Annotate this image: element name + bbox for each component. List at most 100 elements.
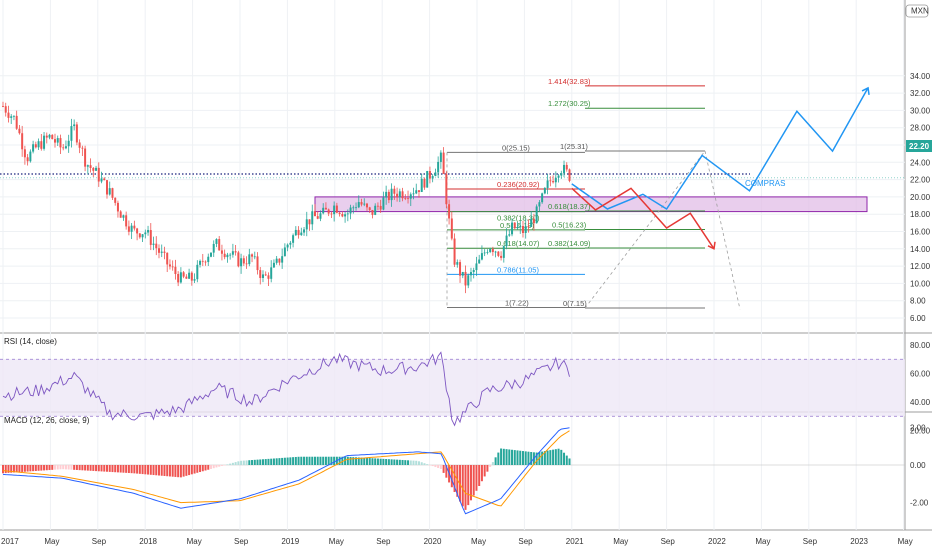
macd-histogram-bar [363, 457, 366, 465]
macd-histogram-bar [152, 465, 155, 476]
macd-histogram-bar [360, 457, 363, 465]
macd-histogram-bar [179, 465, 182, 478]
candle-body [333, 205, 336, 215]
candle-body [196, 264, 199, 280]
candle-body [141, 234, 144, 238]
macd-histogram-bar [330, 456, 333, 465]
macd-histogram-bar [168, 465, 171, 477]
macd-histogram-bar [349, 456, 352, 465]
macd-histogram-bar [256, 459, 259, 465]
macd-histogram-bar [114, 465, 117, 473]
candle-body [355, 207, 358, 209]
candle-body [103, 178, 106, 181]
macd-histogram-bar [212, 465, 215, 469]
rsi-panel [0, 351, 905, 427]
macd-histogram-bar [209, 465, 212, 469]
macd-histogram-bar [467, 465, 470, 506]
candle-body [404, 198, 407, 200]
macd-histogram-bar [431, 465, 434, 467]
candle-body [557, 175, 560, 178]
macd-histogram-bar [483, 465, 486, 477]
macd-histogram-bar [521, 451, 524, 465]
macd-histogram-bar [552, 449, 555, 465]
candle-body [2, 106, 4, 107]
macd-histogram-bar [100, 465, 103, 472]
macd-histogram-bar [84, 465, 87, 471]
macd-histogram-bar [264, 459, 267, 465]
macd-histogram-bar [530, 452, 533, 465]
macd-histogram-bar [560, 449, 563, 465]
candle-body [300, 232, 303, 236]
macd-histogram-bar [12, 465, 15, 473]
candle-body [349, 207, 352, 214]
macd-histogram-bar [81, 465, 84, 471]
macd-histogram-bar [220, 465, 223, 466]
macd-histogram-bar [248, 460, 251, 465]
fib-label: 0(25.15) [502, 143, 530, 152]
currency-badge-label: MXN [911, 7, 929, 16]
fib-label: 1.272(30.25) [548, 99, 591, 108]
macd-histogram-bar [428, 465, 431, 466]
y-tick-label: 12.00 [910, 262, 931, 271]
candle-body [168, 264, 171, 267]
candle-body [502, 246, 505, 258]
candle-body [48, 134, 51, 138]
candle-body [223, 253, 226, 258]
buy-zone-box [314, 196, 868, 213]
macd-histogram-bar [437, 465, 440, 468]
candle-body [527, 226, 530, 228]
projection-lines [571, 86, 870, 250]
macd-histogram-bar [527, 451, 530, 465]
rsi-line [2, 351, 570, 427]
y-tick-label: 34.00 [910, 72, 931, 81]
candle-body [256, 256, 259, 271]
candle-body [23, 149, 26, 158]
macd-histogram-bar [171, 465, 174, 477]
candle-body [215, 239, 218, 244]
macd-histogram-bar [565, 455, 568, 465]
macd-histogram-bar [149, 465, 152, 475]
candle-body [108, 188, 111, 195]
macd-histogram-bar [111, 465, 114, 473]
candle-body [344, 214, 347, 217]
candle-body [467, 275, 470, 286]
candle-body [114, 197, 117, 203]
macd-histogram-bar [174, 465, 177, 477]
macd-histogram-bar [18, 465, 21, 473]
macd-histogram-bar [130, 465, 133, 474]
macd-histogram-bar [368, 458, 371, 465]
x-tick-label: Sep [518, 537, 533, 546]
macd-histogram-bar [278, 458, 281, 465]
macd-histogram-bar [4, 465, 7, 474]
candle-body [464, 271, 467, 286]
rsi-tick-label: 20.00 [910, 427, 931, 436]
macd-histogram-bar [245, 460, 248, 465]
macd-histogram-bar [201, 465, 204, 472]
fib-label: 0.382(14.09) [548, 239, 591, 248]
projection-red-arrowhead [707, 241, 716, 250]
macd-histogram-bar [549, 450, 552, 465]
macd-histogram-bar [563, 452, 566, 465]
macd-histogram-bar [103, 465, 106, 472]
macd-histogram-bar [417, 461, 420, 465]
candlesticks [2, 101, 571, 294]
candle-body [294, 229, 297, 236]
candle-body [204, 261, 207, 263]
candle-body [278, 258, 281, 263]
macd-histogram-bar [190, 465, 193, 475]
macd-histogram-bar [409, 460, 412, 465]
x-tick-label: May [187, 537, 202, 546]
macd-histogram-bar [155, 465, 158, 476]
candle-body [229, 254, 232, 256]
candle-body [67, 140, 70, 147]
macd-histogram-bar [62, 465, 65, 470]
macd-histogram-bar [116, 465, 119, 473]
candle-body [133, 225, 136, 229]
fib-label: 0.618(18.37) [548, 202, 591, 211]
currency-badge[interactable] [905, 4, 929, 18]
candle-body [475, 263, 478, 271]
candle-body [478, 259, 481, 264]
x-tick-label: May [44, 537, 59, 546]
candle-body [543, 188, 546, 194]
